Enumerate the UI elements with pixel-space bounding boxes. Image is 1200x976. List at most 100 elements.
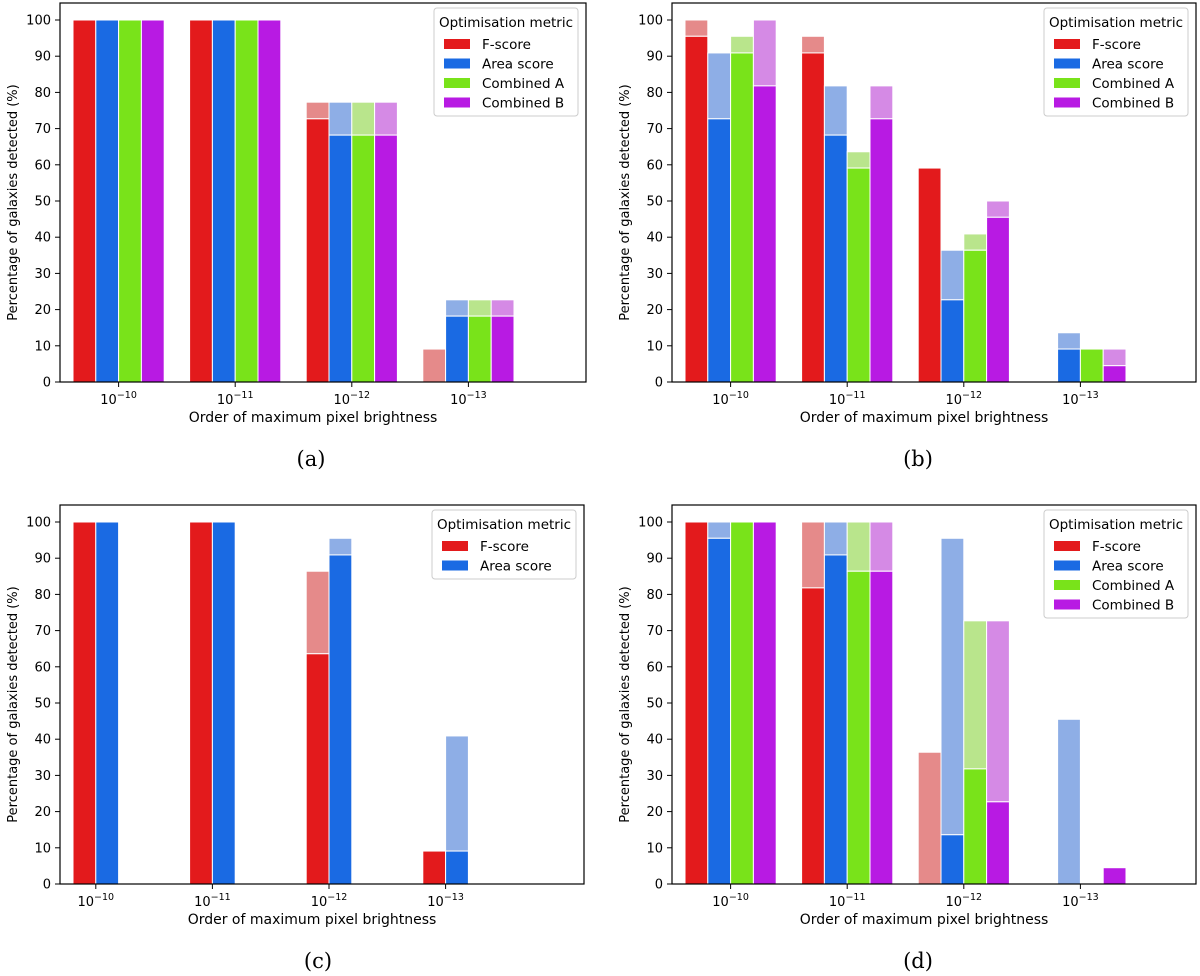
y-tick-label: 100 [638, 516, 663, 531]
legend-entry: Combined B [1092, 598, 1174, 614]
bar-upper-combined-a-2 [963, 620, 988, 770]
bar-upper-combined-a-0 [730, 35, 754, 54]
legend-swatch [442, 541, 468, 551]
y-tick-label: 10 [34, 339, 51, 354]
x-axis-label: Order of maximum pixel brightness [188, 912, 437, 928]
bar-solid-f-score-2 [917, 167, 942, 383]
bar-upper-area-score-3 [445, 735, 469, 852]
legend-entry: Combined A [1092, 578, 1175, 594]
x-tick-label: 10−10 [100, 390, 137, 408]
y-tick-label: 70 [646, 122, 663, 137]
bar-solid-area-score-1 [211, 19, 236, 383]
bar-upper-area-score-1 [823, 521, 848, 556]
legend-swatch [1054, 78, 1080, 88]
y-tick-label: 0 [43, 878, 51, 893]
y-tick-label: 40 [34, 733, 51, 748]
bar-solid-combined-a-2 [351, 134, 376, 383]
y-tick-label: 50 [646, 697, 663, 712]
legend-box [433, 7, 579, 117]
y-tick-label: 100 [26, 14, 51, 29]
bar-upper-area-score-3 [445, 299, 469, 317]
y-tick-label: 100 [26, 516, 51, 531]
bar-solid-f-score-1 [801, 587, 825, 885]
panel-caption: (b) [903, 447, 933, 471]
y-tick-label: 80 [646, 588, 663, 603]
bar-upper-combined-a-2 [963, 233, 988, 251]
legend-entry: Area score [482, 57, 554, 73]
bar-solid-combined-b-1 [869, 118, 894, 383]
y-tick-label: 20 [646, 805, 663, 820]
bar-solid-area-score-3 [445, 850, 469, 885]
legend-swatch [444, 39, 470, 49]
bar-solid-area-score-1 [823, 134, 848, 383]
bar-solid-combined-b-1 [869, 570, 894, 885]
bar-upper-area-score-2 [328, 537, 353, 556]
y-axis-label: Percentage of galaxies detected (%) [6, 586, 21, 822]
y-tick-label: 10 [646, 339, 663, 354]
bar-solid-combined-a-0 [118, 19, 142, 383]
y-tick-label: 80 [34, 86, 51, 101]
panel-caption: (d) [903, 949, 933, 973]
y-tick-label: 30 [34, 769, 51, 784]
bar-solid-combined-b-2 [374, 134, 398, 383]
y-tick-label: 80 [646, 86, 663, 101]
legend: Optimisation metric F-score Area score Comb… [433, 7, 579, 117]
bar-solid-f-score-1 [189, 521, 213, 885]
y-tick-label: 60 [646, 660, 663, 675]
x-tick-label: 10−10 [712, 892, 749, 910]
x-tick-label: 10−10 [77, 892, 114, 910]
legend: Optimisation metric F-score Area score Comb… [1043, 7, 1189, 117]
y-tick-label: 30 [646, 769, 663, 784]
y-tick-label: 50 [646, 195, 663, 210]
bar-upper-f-score-0 [684, 19, 709, 37]
bar-solid-f-score-0 [684, 521, 709, 885]
legend-swatch [1054, 39, 1080, 49]
legend-entry: Area score [480, 559, 552, 575]
x-tick-label: 10−11 [217, 390, 254, 408]
x-tick-label: 10−12 [333, 390, 370, 408]
bar-solid-combined-b-2 [986, 216, 1010, 383]
bar-solid-f-score-1 [801, 52, 825, 383]
bar-upper-combined-b-2 [986, 200, 1010, 218]
bar-solid-f-score-0 [684, 35, 709, 383]
bar-solid-f-score-1 [189, 19, 213, 383]
legend-entry: Area score [1092, 559, 1164, 575]
legend-entry: Combined A [1092, 76, 1175, 92]
legend-entry: Area score [1092, 57, 1164, 73]
legend-entry: F-score [1092, 539, 1141, 555]
y-axis-label: Percentage of galaxies detected (%) [6, 84, 21, 320]
bar-solid-combined-a-1 [846, 167, 871, 383]
bar-upper-combined-a-1 [846, 521, 871, 572]
y-tick-label: 30 [34, 267, 51, 282]
y-tick-label: 80 [34, 588, 51, 603]
y-tick-label: 40 [646, 733, 663, 748]
bar-upper-area-score-2 [328, 101, 353, 136]
y-tick-label: 60 [34, 158, 51, 173]
legend-entry: Combined B [1092, 96, 1174, 112]
y-axis-label: Percentage of galaxies detected (%) [618, 84, 633, 320]
bar-upper-area-score-2 [940, 537, 965, 836]
legend-title: Optimisation metric [439, 15, 573, 31]
bar-upper-combined-b-1 [869, 521, 894, 572]
legend-swatch [1054, 58, 1080, 69]
y-tick-label: 10 [646, 841, 663, 856]
y-tick-label: 70 [646, 624, 663, 639]
bar-solid-f-score-2 [305, 653, 330, 885]
bar-solid-combined-a-0 [730, 521, 754, 885]
bar-upper-f-score-2 [917, 751, 942, 885]
bar-solid-combined-a-0 [730, 52, 754, 383]
bar-upper-combined-a-1 [846, 151, 871, 169]
bar-upper-area-score-1 [823, 85, 848, 136]
y-tick-label: 100 [638, 14, 663, 29]
bar-solid-f-score-0 [72, 19, 97, 383]
y-tick-label: 10 [34, 841, 51, 856]
y-tick-label: 90 [34, 552, 51, 567]
y-tick-label: 20 [34, 805, 51, 820]
bar-solid-area-score-2 [328, 554, 353, 885]
bar-upper-combined-a-2 [351, 101, 376, 136]
plot-frame [671, 2, 1197, 383]
bar-solid-combined-b-1 [257, 19, 282, 383]
bar-upper-combined-b-2 [986, 620, 1010, 803]
chart-panel-b: 0 10 20 30 40 50 60 70 80 90 100 10−10 10−11 10−12 10−… [618, 2, 1197, 471]
legend-swatch [1054, 580, 1080, 590]
